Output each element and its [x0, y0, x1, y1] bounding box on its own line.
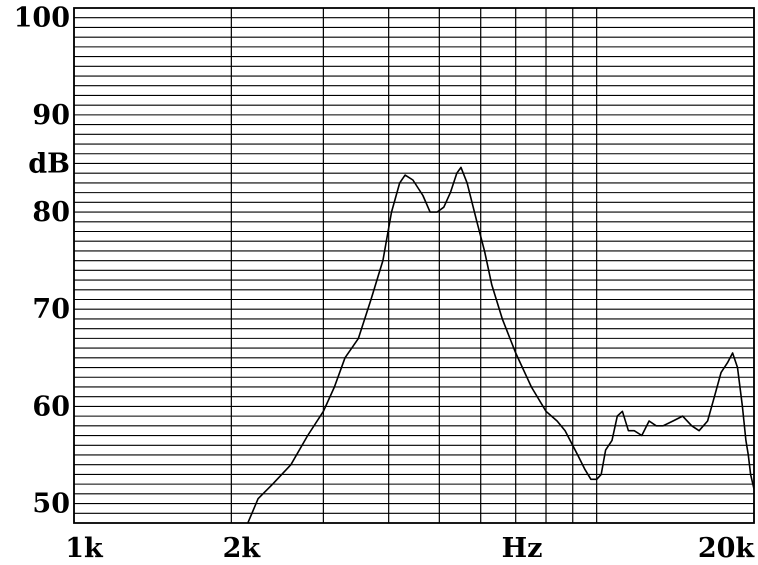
y-tick-label: 60 — [32, 391, 70, 422]
x-tick-label: 20k — [698, 533, 756, 564]
response-curve — [247, 166, 754, 523]
x-tick-labels: 1k 2k 20k — [65, 533, 755, 564]
y-tick-label: 50 — [32, 489, 70, 520]
x-tick-label: 2k — [223, 533, 262, 564]
x-tick-label: 1k — [65, 533, 104, 564]
y-tick-label: 80 — [32, 197, 70, 228]
x-unit-label: Hz — [502, 533, 543, 564]
y-tick-label: 100 — [14, 3, 70, 34]
series-layer — [247, 166, 754, 523]
y-tick-label: 70 — [32, 294, 70, 325]
plot-frame — [73, 7, 755, 524]
y-tick-label: 90 — [32, 100, 70, 131]
horizontal-gridlines — [74, 17, 754, 524]
y-unit-label: dB — [28, 148, 70, 179]
y-tick-labels: 100 90 80 70 60 50 — [14, 3, 70, 520]
